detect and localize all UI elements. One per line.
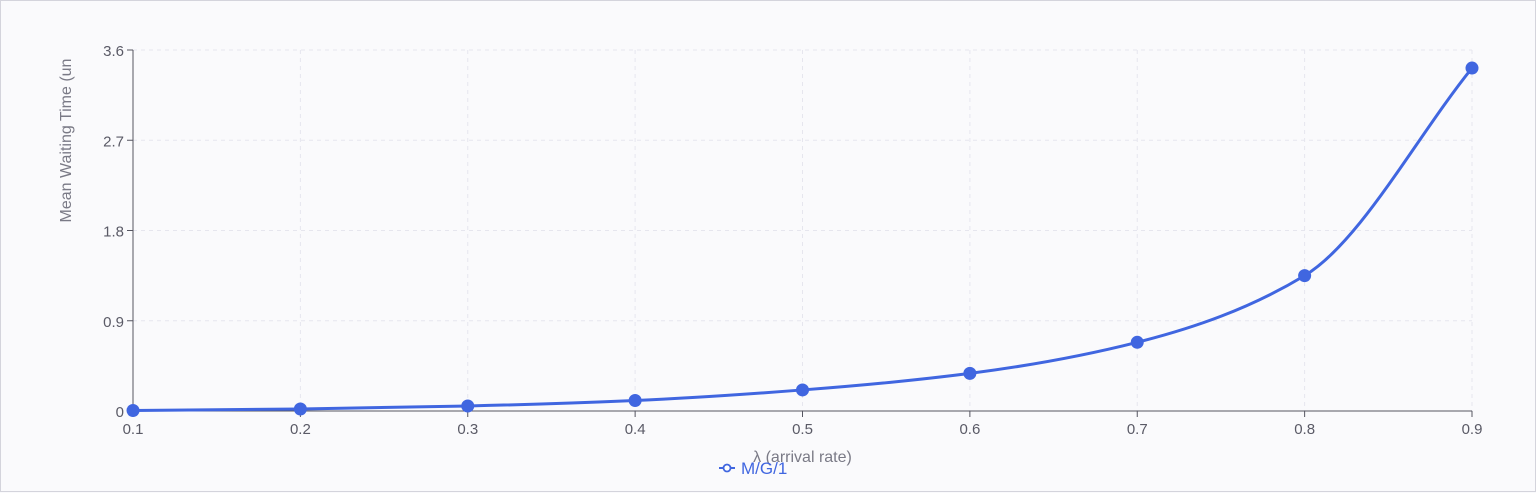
tick-labels: 0.1 0.2 0.3 0.4 0.5 0.6 0.7 0.8 0.9 0 0.9 1.8 2.7 3.6 [103, 43, 1482, 438]
legend-marker-icon [722, 463, 732, 473]
legend[interactable]: M/G/1 [719, 459, 787, 478]
x-tick-label: 0.6 [959, 421, 980, 438]
x-tick-label: 0.4 [625, 421, 646, 438]
x-tick-label: 0.2 [290, 421, 311, 438]
data-point [963, 366, 977, 380]
y-tick-label: 2.7 [103, 133, 124, 150]
legend-label: M/G/1 [741, 459, 787, 478]
x-tick-label: 0.9 [1462, 421, 1483, 438]
data-point [293, 402, 307, 416]
series-layer [126, 61, 1479, 417]
data-point [796, 383, 809, 397]
data-point [126, 403, 140, 417]
x-tick-label: 0.3 [457, 421, 478, 438]
y-tick-label: 0.9 [103, 314, 124, 331]
y-tick-label: 1.8 [103, 224, 124, 241]
x-axis-title: λ (arrival rate) [753, 449, 852, 466]
y-tick-label: 3.6 [103, 43, 124, 60]
grid-lines [133, 49, 1473, 411]
data-point [1298, 269, 1312, 283]
y-axis-title: Mean Waiting Time (un [58, 59, 75, 223]
x-tick-label: 0.7 [1127, 421, 1148, 438]
x-tick-label: 0.1 [123, 421, 144, 438]
y-tick-label: 0 [116, 404, 124, 421]
data-point [628, 393, 642, 407]
data-point [1465, 61, 1479, 75]
data-point [461, 399, 475, 413]
data-point [1130, 335, 1144, 349]
x-tick-label: 0.5 [792, 421, 813, 438]
axes [127, 49, 1473, 417]
x-tick-label: 0.8 [1294, 421, 1315, 438]
series-line-0 [132, 67, 1474, 412]
